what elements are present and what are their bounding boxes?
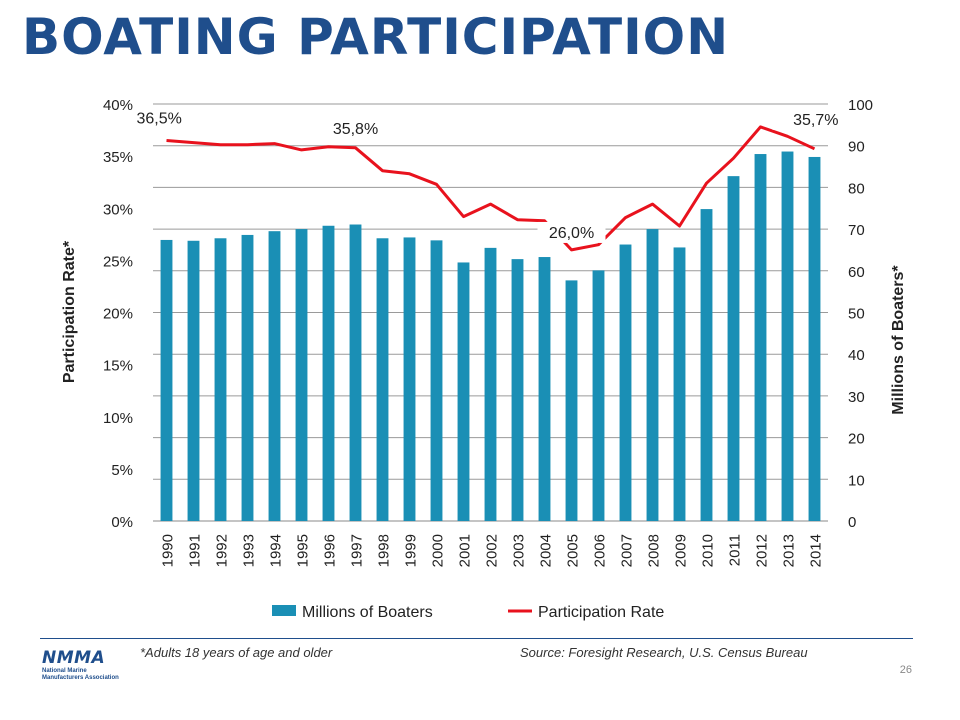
y-left-tick-label: 40% (103, 97, 133, 114)
bar (727, 176, 740, 522)
y-left-tick-label: 25% (103, 253, 133, 270)
x-tick-label: 2010 (700, 534, 717, 567)
y-right-tick-label: 100 (848, 97, 873, 114)
x-tick-label: 1993 (241, 534, 258, 567)
bar (781, 151, 794, 521)
participation-rate-line (166, 125, 816, 252)
bar (700, 209, 713, 522)
x-tick-label: 1994 (268, 534, 285, 567)
x-tick-label: 1998 (376, 534, 393, 567)
bar (646, 229, 659, 521)
data-label-bg (134, 107, 203, 129)
data-label-bg (537, 221, 606, 243)
y-right-tick-label: 50 (848, 306, 865, 323)
y-left-tick-label: 10% (103, 410, 133, 427)
y-right-tick-label: 0 (848, 514, 856, 531)
legend-label-rate: Participation Rate (538, 604, 664, 621)
y-left-tick-label: 15% (103, 358, 133, 375)
bar (430, 240, 443, 521)
page-number: 26 (899, 664, 912, 676)
x-tick-label: 2001 (457, 534, 474, 567)
y-right-tick-label: 80 (848, 180, 865, 197)
combo-chart: 0% 5% 10% 15% 20% 25% 30% 35% 40% 0 10 20 30 40 50 60 70… (61, 97, 907, 621)
x-tick-label: 2014 (808, 534, 825, 567)
x-tick-label: 2006 (592, 534, 609, 567)
bar (214, 238, 227, 522)
y-right-tick-label: 70 (848, 222, 865, 239)
bar (268, 231, 281, 521)
x-tick-label: 2013 (781, 534, 798, 567)
y-left-tick-label: 30% (103, 201, 133, 218)
data-label: 26,0% (549, 225, 594, 242)
data-label: 35,7% (793, 112, 838, 129)
y-right-tick-label: 60 (848, 264, 865, 281)
y-left-tick-label: 0% (111, 514, 133, 531)
x-tick-label: 1992 (214, 534, 231, 567)
bar (511, 259, 524, 521)
data-label-bg (772, 108, 841, 130)
x-tick-label: 1997 (349, 534, 366, 567)
x-tick-label: 2002 (484, 534, 501, 567)
bar (565, 280, 578, 521)
y-left-tick-label: 35% (103, 149, 133, 166)
y-right-tick-label: 10 (848, 472, 865, 489)
bar (619, 244, 632, 522)
x-tick-label: 2003 (511, 534, 528, 567)
y-right-tick-label: 40 (848, 347, 865, 364)
legend-swatch-bar (272, 605, 296, 616)
x-tick-label: 2005 (565, 534, 582, 567)
y-left-axis-title: Participation Rate* (61, 240, 78, 383)
x-tick-label: 2004 (538, 534, 555, 567)
bar (349, 224, 362, 521)
x-tick-label: 1995 (295, 534, 312, 567)
data-label: 36,5% (137, 110, 182, 127)
bar (241, 234, 254, 522)
logo-org-name: National Marine Manufacturers Associatio… (42, 668, 119, 681)
bar (484, 247, 497, 522)
bar (673, 247, 686, 521)
bar (160, 239, 173, 521)
y-right-axis-title: Millions of Boaters* (890, 265, 907, 415)
legend-label-boaters: Millions of Boaters (302, 604, 433, 621)
bar (376, 238, 389, 522)
footer-divider (40, 638, 913, 639)
bar (295, 229, 308, 521)
x-tick-label: 1999 (403, 534, 420, 567)
footnote-source: Source: Foresight Research, U.S. Census … (520, 645, 808, 660)
y-left-tick-label: 5% (111, 462, 133, 479)
data-label: 35,8% (333, 121, 378, 138)
y-left-tick-label: 20% (103, 306, 133, 323)
bar (592, 270, 605, 521)
x-tick-label: 2007 (619, 534, 636, 567)
nmma-logo: NMMA National Marine Manufacturers Assoc… (42, 648, 132, 692)
bar (808, 156, 821, 522)
y-right-tick-label: 90 (848, 139, 865, 156)
x-tick-label: 1991 (187, 534, 204, 567)
x-tick-label: 2012 (754, 534, 771, 567)
bar (403, 237, 416, 521)
y-right-tick-label: 20 (848, 431, 865, 448)
y-right-tick-label: 30 (848, 389, 865, 406)
bar (322, 225, 335, 521)
x-tick-label: 2008 (646, 534, 663, 567)
bar (457, 262, 470, 521)
x-tick-label: 2011 (727, 534, 744, 566)
bar (754, 154, 767, 522)
x-tick-label: 2009 (673, 534, 690, 567)
bar (538, 257, 551, 521)
data-label-bg (321, 117, 390, 139)
x-tick-label: 1996 (322, 534, 339, 567)
x-tick-label: 1990 (160, 534, 177, 567)
bar (187, 240, 200, 521)
footnote-adults: *Adults 18 years of age and older (140, 645, 333, 660)
x-tick-label: 2000 (430, 534, 447, 567)
logo-mark: NMMA (42, 648, 106, 668)
page-title: BOATING PARTICIPATION (22, 8, 730, 66)
